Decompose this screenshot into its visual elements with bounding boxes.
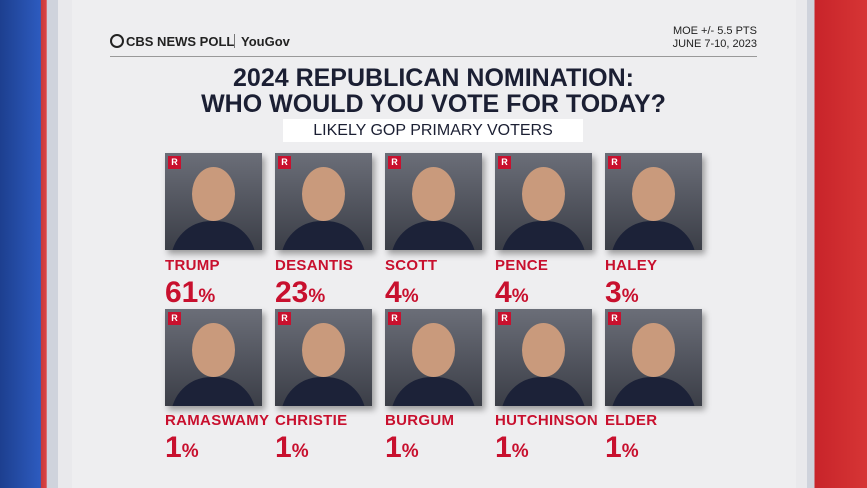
percent-sign: % — [401, 441, 419, 462]
candidate-photo: R — [165, 153, 262, 250]
candidate-name: RAMASWAMY — [165, 412, 270, 429]
percent-value: 23 — [275, 276, 309, 309]
candidate-name: SCOTT — [385, 257, 438, 274]
head — [522, 167, 565, 221]
percent-sign: % — [621, 286, 639, 307]
left-stripe — [0, 0, 58, 488]
party-badge: R — [608, 312, 621, 325]
percent-value: 1 — [275, 431, 292, 464]
percent: 1% — [385, 433, 419, 467]
cbs-eye-logo — [110, 34, 124, 48]
moe: MOE +/- 5.5 PTS — [672, 25, 757, 37]
head — [302, 323, 345, 377]
candidate-name: HUTCHINSON — [495, 412, 598, 429]
shoulders — [501, 377, 586, 406]
percent-value: 61 — [165, 276, 199, 309]
percent-value: 1 — [495, 431, 512, 464]
title-line: WHO WOULD YOU VOTE FOR TODAY? — [201, 90, 666, 118]
dates: JUNE 7-10, 2023 — [672, 38, 757, 50]
head — [412, 167, 455, 221]
percent-value: 3 — [605, 276, 622, 309]
candidate-photo: R — [385, 153, 482, 250]
party-badge: R — [608, 156, 621, 169]
percent-sign: % — [401, 286, 419, 307]
right-stripe — [807, 0, 867, 488]
candidate-name: DESANTIS — [275, 257, 354, 274]
percent: 1% — [165, 433, 199, 467]
percent: 1% — [495, 433, 529, 467]
title-line: 2024 REPUBLICAN NOMINATION: — [233, 64, 634, 92]
percent-sign: % — [308, 286, 326, 307]
candidate-name: ELDER — [605, 412, 658, 429]
party-badge: R — [168, 156, 181, 169]
candidate-photo: R — [605, 309, 702, 406]
candidate-name: BURGUM — [385, 412, 455, 429]
percent-sign: % — [511, 441, 529, 462]
shoulders — [171, 377, 256, 406]
candidate-photo: R — [495, 153, 592, 250]
head — [522, 323, 565, 377]
party-badge: R — [498, 156, 511, 169]
shoulders — [281, 377, 366, 406]
party-badge: R — [498, 312, 511, 325]
candidate-photo: R — [275, 309, 372, 406]
head — [192, 323, 235, 377]
header-rule — [110, 56, 757, 57]
percent-value: 1 — [165, 431, 182, 464]
percent: 1% — [275, 433, 309, 467]
candidate-name: CHRISTIE — [275, 412, 348, 429]
shoulders — [171, 221, 256, 250]
candidate-name: TRUMP — [165, 257, 220, 274]
head — [302, 167, 345, 221]
party-badge: R — [388, 312, 401, 325]
percent-value: 4 — [495, 276, 512, 309]
head — [192, 167, 235, 221]
percent-sign: % — [621, 441, 639, 462]
percent: 4% — [385, 278, 419, 312]
subtitle: LIKELY GOP PRIMARY VOTERS — [283, 119, 583, 142]
head — [412, 323, 455, 377]
percent-value: 4 — [385, 276, 402, 309]
shoulders — [391, 221, 476, 250]
shoulders — [611, 221, 696, 250]
percent: 4% — [495, 278, 529, 312]
percent: 61% — [165, 278, 215, 312]
percent-sign: % — [511, 286, 529, 307]
percent-value: 1 — [605, 431, 622, 464]
party-badge: R — [388, 156, 401, 169]
divider — [234, 34, 235, 48]
party-badge: R — [278, 312, 291, 325]
brand: CBS NEWS POLL — [126, 34, 235, 49]
percent: 1% — [605, 433, 639, 467]
shoulders — [391, 377, 476, 406]
partner: YouGov — [241, 34, 290, 49]
shoulders — [501, 221, 586, 250]
percent: 3% — [605, 278, 639, 312]
candidate-name: HALEY — [605, 257, 658, 274]
candidate-photo: R — [165, 309, 262, 406]
percent-sign: % — [291, 441, 309, 462]
percent-sign: % — [181, 441, 199, 462]
party-badge: R — [278, 156, 291, 169]
percent-sign: % — [198, 286, 216, 307]
candidate-photo: R — [385, 309, 482, 406]
head — [632, 323, 675, 377]
candidate-photo: R — [495, 309, 592, 406]
shoulders — [611, 377, 696, 406]
candidate-name: PENCE — [495, 257, 549, 274]
candidate-photo: R — [275, 153, 372, 250]
percent-value: 1 — [385, 431, 402, 464]
candidate-photo: R — [605, 153, 702, 250]
party-badge: R — [168, 312, 181, 325]
percent: 23% — [275, 278, 325, 312]
head — [632, 167, 675, 221]
shoulders — [281, 221, 366, 250]
